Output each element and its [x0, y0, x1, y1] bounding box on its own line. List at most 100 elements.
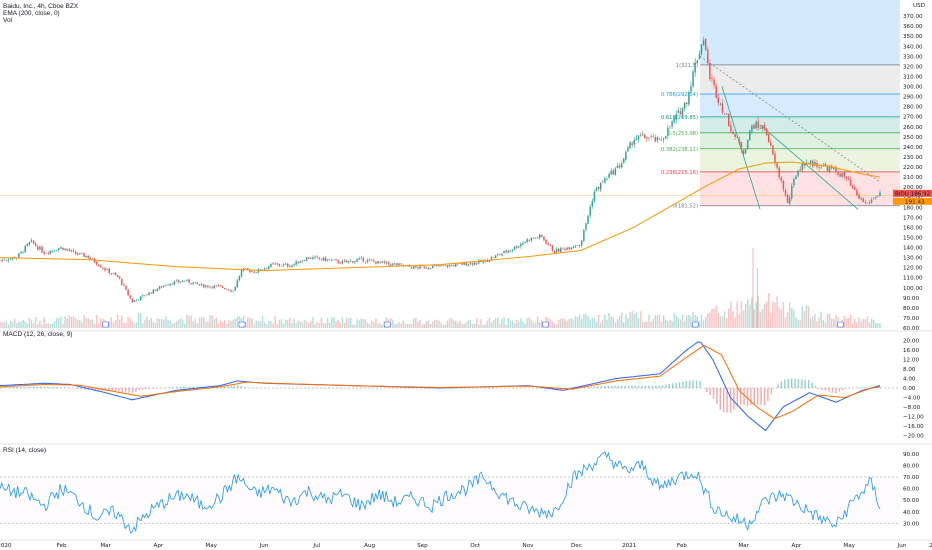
volume-bar	[875, 322, 877, 328]
volume-bar	[343, 323, 346, 328]
volume-bar	[557, 319, 560, 328]
volume-bar	[335, 321, 337, 328]
macd-histogram-bar	[641, 385, 643, 388]
candle-body	[776, 163, 778, 168]
time-axis-tick: 21	[929, 543, 932, 549]
time-axis-tick: Mar	[100, 543, 111, 549]
volume-bar	[356, 319, 358, 328]
volume-bar	[612, 317, 615, 328]
volume-bar	[534, 322, 537, 328]
volume-bar	[139, 312, 142, 328]
volume-bar	[482, 324, 484, 328]
volume-bar	[396, 323, 398, 328]
volume-bar	[791, 308, 793, 328]
event-marker	[238, 321, 246, 328]
candle-body	[849, 179, 852, 186]
volume-bar	[200, 317, 203, 328]
candle-body	[788, 197, 791, 204]
candle-body	[471, 263, 474, 265]
volume-bar	[255, 320, 257, 328]
candle-body	[89, 257, 92, 259]
volume-bar	[868, 322, 871, 328]
candle-body	[528, 239, 530, 241]
volume-bar	[723, 311, 726, 328]
macd-histogram-bar	[706, 388, 708, 393]
volume-bar	[767, 292, 770, 328]
macd-histogram-bar	[172, 387, 174, 388]
candle-body	[707, 49, 709, 64]
macd-histogram-bar	[678, 382, 681, 388]
candle-body	[501, 253, 503, 256]
macd-histogram-bar	[43, 386, 45, 388]
volume-bar	[131, 321, 134, 328]
candle-body	[450, 265, 453, 266]
macd-histogram-bar	[23, 386, 25, 388]
volume-bar	[715, 305, 717, 328]
candle-body	[343, 260, 346, 262]
fib-extension-zone	[700, 0, 900, 65]
candle-body	[709, 63, 711, 80]
candle-body	[150, 292, 152, 294]
candle-body	[253, 271, 255, 273]
macd-histogram-bar	[556, 388, 558, 390]
macd-histogram-bar	[835, 388, 837, 394]
volume-bar	[807, 306, 810, 328]
volume-bar	[87, 318, 89, 328]
candle-body	[188, 279, 190, 283]
candle-body	[562, 247, 564, 249]
volume-legend[interactable]: Vol	[3, 17, 13, 24]
candle-body	[211, 286, 213, 288]
candle-body	[492, 257, 495, 259]
volume-bar	[478, 324, 480, 328]
candle-body	[444, 264, 446, 266]
volume-bar	[490, 322, 493, 328]
macd-histogram-bar	[634, 385, 637, 388]
candle-body	[232, 290, 234, 292]
candle-body	[723, 113, 726, 115]
macd-histogram-bar	[118, 388, 120, 392]
price-axis-tick: 110.00	[903, 276, 923, 282]
candle-body	[675, 114, 678, 120]
volume-bar	[694, 314, 696, 328]
candle-body	[461, 262, 463, 265]
volume-bar	[129, 318, 131, 328]
volume-bar	[173, 323, 176, 328]
volume-bar	[379, 323, 381, 328]
ema-legend[interactable]: EMA (200, close, 0)	[3, 10, 60, 17]
volume-bar	[652, 318, 654, 328]
volume-bar	[673, 312, 675, 328]
volume-bar	[820, 311, 822, 328]
macd-histogram-bar	[739, 388, 742, 405]
macd-histogram-bar	[621, 385, 623, 388]
price-axis-tick: 150.00	[903, 235, 923, 241]
volume-bar	[329, 322, 331, 328]
candle-body	[677, 110, 680, 113]
fib-zone	[700, 64, 900, 95]
candle-body	[389, 264, 392, 266]
candle-body	[316, 256, 318, 258]
time-axis-tick: Jul	[312, 543, 320, 549]
candle-body	[41, 246, 43, 253]
candle-body	[326, 259, 329, 261]
candle-body	[692, 71, 694, 87]
volume-bar	[211, 315, 213, 328]
event-marker	[542, 321, 549, 328]
volume-bar	[862, 318, 864, 328]
macd-pane-title[interactable]: MACD (12, 26, close, 9)	[3, 331, 73, 338]
macd-histogram-bar	[26, 386, 28, 388]
volume-bar	[259, 321, 262, 328]
macd-histogram-bar	[9, 386, 11, 388]
macd-histogram-bar	[240, 386, 242, 388]
candle-body	[486, 260, 488, 262]
candle-body	[539, 234, 541, 238]
volume-bar	[797, 319, 799, 328]
event-marker	[837, 321, 844, 328]
macd-histogram-bar	[542, 388, 545, 389]
macd-histogram-bar	[77, 388, 79, 390]
volume-bar	[226, 323, 228, 328]
rsi-pane-title[interactable]: RSI (14, close)	[3, 447, 46, 454]
macd-histogram-bar	[175, 386, 178, 388]
macd-histogram-bar	[12, 386, 15, 388]
macd-histogram-bar	[179, 386, 181, 388]
